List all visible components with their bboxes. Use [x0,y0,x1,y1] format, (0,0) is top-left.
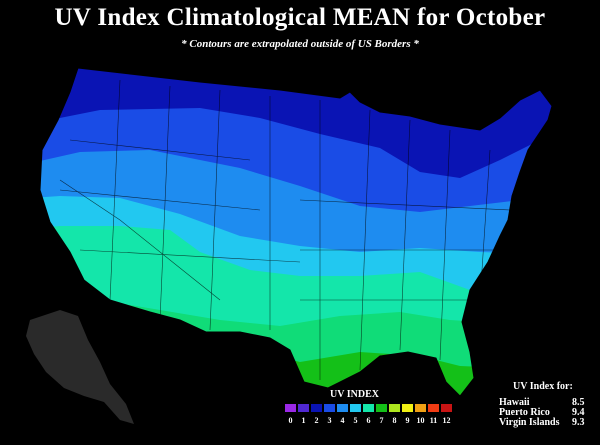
legend-tick-8: 8 [392,416,397,425]
uv-row-value: 8.5 [572,397,585,408]
uv-row-hawaii: Hawaii 8.5 [499,398,599,408]
legend-tick-1: 1 [301,416,306,425]
legend-tick-3: 3 [327,416,332,425]
legend-tick-labels: 0 1 2 3 4 5 6 7 8 9 10 11 12 [284,416,453,425]
uv-row-value: 9.3 [572,417,585,428]
uv-index-for-box: UV Index for: Hawaii 8.5 Puerto Rico 9.4… [499,381,599,428]
legend-swatch-1 [297,403,310,413]
legend-tick-0: 0 [288,416,293,425]
legend-swatch-10 [414,403,427,413]
uv-row-name: Virgin Islands [499,417,560,428]
legend-tick-6: 6 [366,416,371,425]
uv-row-name: Hawaii [499,397,530,408]
legend-swatch-2 [310,403,323,413]
legend-title: UV INDEX [330,389,379,400]
legend-tick-9: 9 [405,416,410,425]
legend-tick-7: 7 [379,416,384,425]
legend-swatch-0 [284,403,297,413]
uv-row-puerto-rico: Puerto Rico 9.4 [499,408,599,418]
uv-row-value: 9.4 [572,407,585,418]
legend-swatch-7 [375,403,388,413]
legend-tick-12: 12 [442,416,451,425]
alaska-silhouette [26,310,134,424]
legend-swatch-11 [427,403,440,413]
legend-swatch-9 [401,403,414,413]
map-subtitle: * Contours are extrapolated outside of U… [181,38,419,50]
legend-tick-10: 10 [416,416,425,425]
uv-index-for-heading: UV Index for: [513,381,573,392]
legend-swatch-3 [323,403,336,413]
legend-tick-4: 4 [340,416,345,425]
legend-tick-2: 2 [314,416,319,425]
legend-swatch-6 [362,403,375,413]
legend-color-bar [284,403,453,413]
legend-swatch-5 [349,403,362,413]
legend-tick-5: 5 [353,416,358,425]
map-title: UV Index Climatological MEAN for October [54,4,546,31]
legend-swatch-12 [440,403,453,413]
uv-row-name: Puerto Rico [499,407,550,418]
legend-swatch-8 [388,403,401,413]
legend-tick-11: 11 [429,416,438,425]
legend-swatch-4 [336,403,349,413]
uv-row-virgin-islands: Virgin Islands 9.3 [499,418,599,428]
